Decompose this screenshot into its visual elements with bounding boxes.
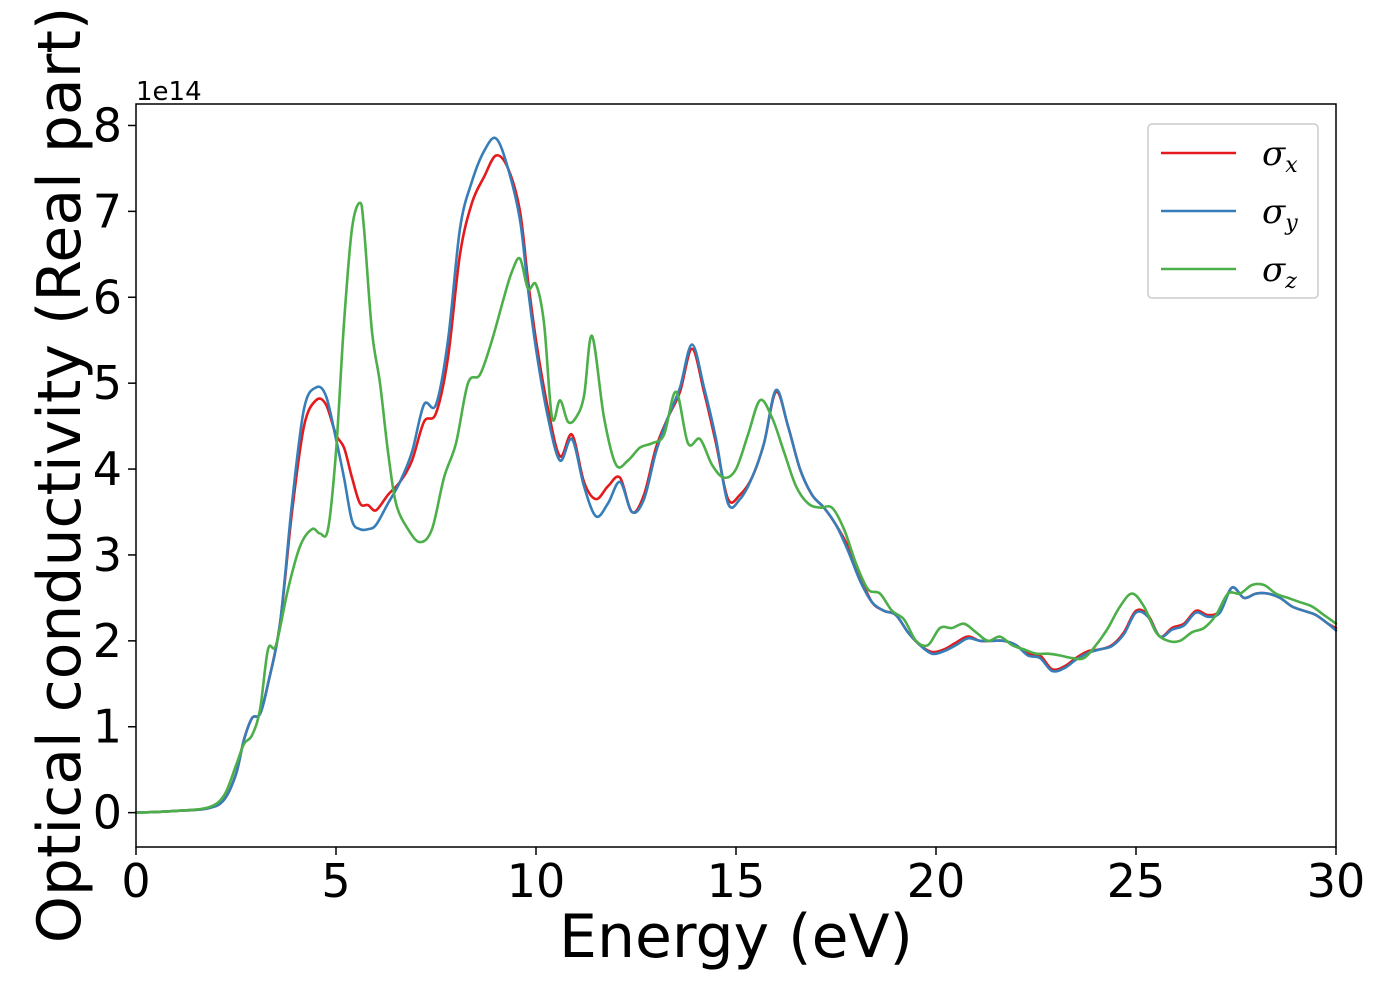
y-axis-title: Optical conductivity (Real part)	[25, 7, 95, 944]
y-tick-label: 7	[93, 184, 122, 238]
legend-subscript: x	[1285, 153, 1298, 178]
y-tick-label: 8	[93, 98, 122, 152]
y-tick-label: 6	[93, 270, 122, 324]
x-tick-label: 0	[121, 854, 150, 908]
y-offset-label: 1e14	[136, 77, 202, 107]
x-axis-title: Energy (eV)	[559, 902, 913, 972]
y-tick-label: 0	[93, 786, 122, 840]
y-tick-label: 3	[93, 528, 122, 582]
x-tick-label: 15	[707, 854, 766, 908]
y-tick-label: 1	[93, 700, 122, 754]
tick-layer: 0 5 10 15 20 25 30 0 1 2 3 4 5 6 7 8	[93, 98, 1366, 908]
y-tick-label: 5	[93, 356, 122, 410]
series-line-y	[134, 136, 1338, 814]
x-tick-label: 30	[1307, 854, 1366, 908]
legend-subscript: y	[1284, 211, 1298, 236]
series-line-x	[134, 153, 1338, 814]
legend-subscript: z	[1284, 269, 1297, 294]
x-tick-label: 10	[507, 854, 566, 908]
y-tick-label: 2	[93, 614, 122, 668]
y-tick-label: 4	[93, 442, 122, 496]
x-tick-label: 20	[907, 854, 966, 908]
x-tick-label: 25	[1107, 854, 1166, 908]
series-layer	[134, 136, 1338, 814]
x-tick-label: 5	[321, 854, 350, 908]
legend-label-y: σy	[1262, 192, 1298, 236]
series-line-z	[134, 201, 1338, 814]
